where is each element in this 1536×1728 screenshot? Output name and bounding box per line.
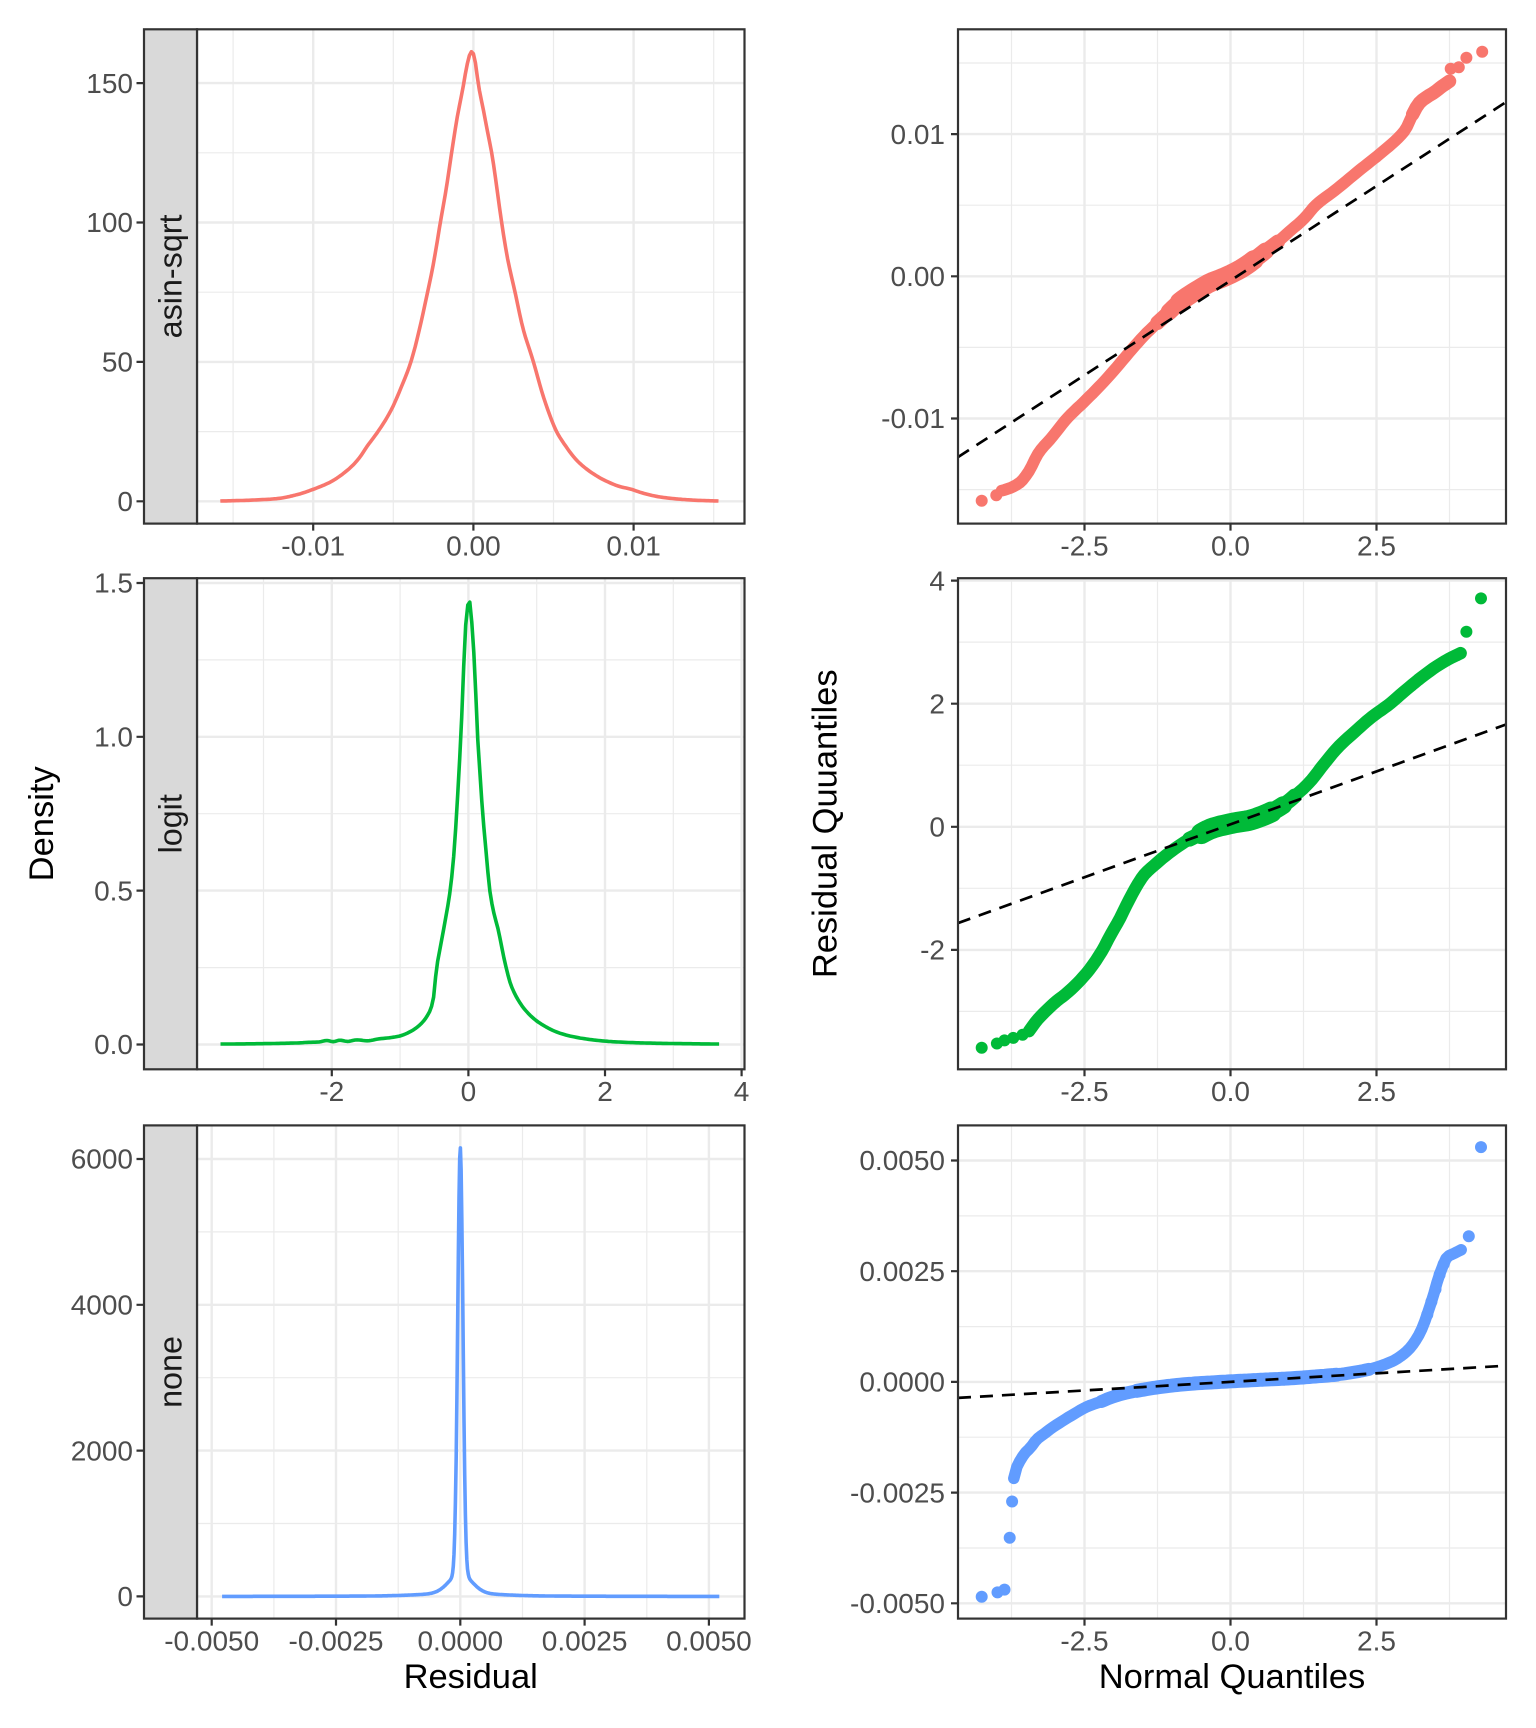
svg-text:2000: 2000 — [71, 1435, 133, 1466]
svg-text:0.0050: 0.0050 — [859, 1145, 945, 1176]
svg-text:2: 2 — [929, 688, 945, 719]
svg-text:0.00: 0.00 — [891, 261, 946, 292]
svg-text:0.01: 0.01 — [606, 530, 661, 561]
svg-text:0.01: 0.01 — [891, 119, 946, 150]
svg-text:150: 150 — [86, 68, 133, 99]
svg-text:0.0: 0.0 — [1211, 1625, 1250, 1656]
svg-text:4: 4 — [734, 1076, 750, 1107]
svg-text:50: 50 — [102, 347, 133, 378]
svg-text:Residual: Residual — [404, 1658, 538, 1696]
svg-text:-2.5: -2.5 — [1060, 1076, 1108, 1107]
svg-text:-2.5: -2.5 — [1060, 530, 1108, 561]
svg-text:Residual Quuantiles: Residual Quuantiles — [807, 669, 845, 978]
svg-text:-0.01: -0.01 — [281, 530, 345, 561]
svg-text:0.0: 0.0 — [1211, 1076, 1250, 1107]
svg-text:-0.01: -0.01 — [881, 403, 945, 434]
svg-text:0.0050: 0.0050 — [666, 1625, 752, 1656]
svg-text:1.0: 1.0 — [94, 722, 133, 753]
svg-text:0.0025: 0.0025 — [859, 1256, 945, 1287]
svg-text:-0.0050: -0.0050 — [164, 1625, 259, 1656]
svg-text:0.0025: 0.0025 — [542, 1625, 628, 1656]
svg-text:2.5: 2.5 — [1357, 1076, 1396, 1107]
svg-text:-0.0025: -0.0025 — [850, 1477, 945, 1508]
svg-text:4000: 4000 — [71, 1290, 133, 1321]
svg-text:logit: logit — [153, 794, 189, 853]
svg-text:1.5: 1.5 — [94, 568, 133, 599]
svg-text:-2: -2 — [920, 935, 945, 966]
svg-text:-0.0050: -0.0050 — [850, 1588, 945, 1619]
svg-text:asin-sqrt: asin-sqrt — [153, 214, 189, 338]
svg-text:0: 0 — [929, 812, 945, 843]
svg-text:4: 4 — [929, 565, 945, 596]
svg-text:Normal Quantiles: Normal Quantiles — [1099, 1658, 1366, 1696]
svg-text:0.0: 0.0 — [1211, 530, 1250, 561]
svg-text:2.5: 2.5 — [1357, 1625, 1396, 1656]
svg-text:none: none — [153, 1336, 189, 1408]
svg-text:0.0000: 0.0000 — [859, 1367, 945, 1398]
svg-text:0: 0 — [461, 1076, 477, 1107]
svg-text:2: 2 — [597, 1076, 613, 1107]
svg-text:2.5: 2.5 — [1357, 530, 1396, 561]
svg-text:-2: -2 — [319, 1076, 344, 1107]
svg-text:0.5: 0.5 — [94, 875, 133, 906]
svg-text:0.0000: 0.0000 — [417, 1625, 503, 1656]
svg-text:0.0: 0.0 — [94, 1029, 133, 1060]
svg-text:100: 100 — [86, 207, 133, 238]
svg-text:0: 0 — [117, 486, 133, 517]
svg-text:-2.5: -2.5 — [1060, 1625, 1108, 1656]
svg-text:-0.0025: -0.0025 — [289, 1625, 384, 1656]
svg-text:6000: 6000 — [71, 1144, 133, 1175]
svg-text:0: 0 — [117, 1581, 133, 1612]
svg-text:0.00: 0.00 — [446, 530, 501, 561]
svg-text:Density: Density — [23, 766, 61, 882]
